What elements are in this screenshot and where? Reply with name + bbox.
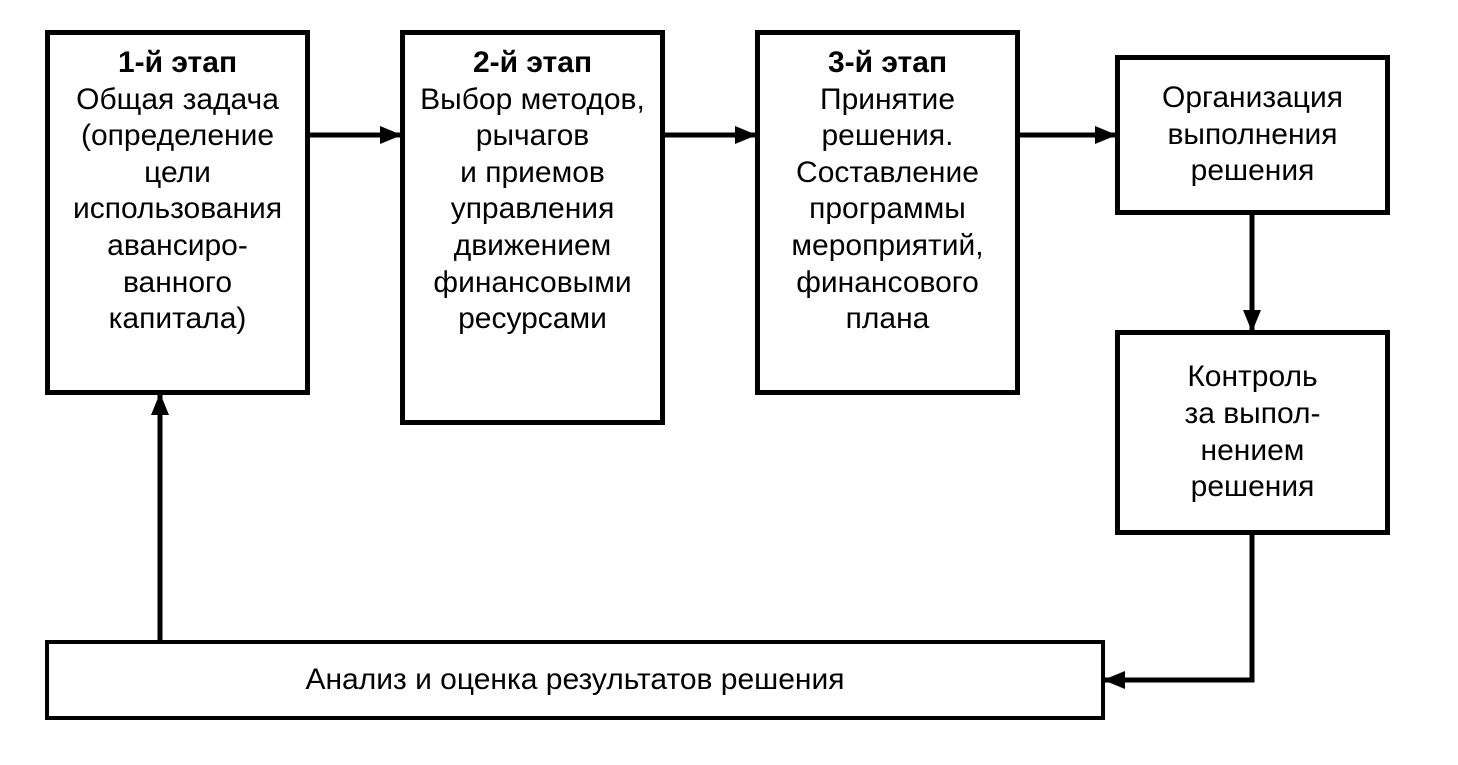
node-stage1: 1-й этап Общая задача (определение цели … [45,30,310,395]
node-control: Контроль за выпол- нением решения [1115,330,1390,535]
edge-e5 [1105,535,1252,680]
node-organization-body: Организация выполнения решения [1128,80,1377,190]
node-stage1-title: 1-й этап [118,45,237,82]
node-analysis-body: Анализ и оценка результатов решения [305,662,844,699]
node-stage2-body: Выбор методов, рычагов и приемов управле… [413,82,652,338]
node-control-body: Контроль за выпол- нением решения [1184,359,1320,505]
node-stage3-body: Принятие решения. Составление программы … [768,82,1007,338]
node-stage1-body: Общая задача (определение цели использов… [58,82,297,338]
node-analysis: Анализ и оценка результатов решения [45,640,1105,720]
flowchart-stage: 1-й этап Общая задача (определение цели … [0,0,1458,765]
node-stage2: 2-й этап Выбор методов, рычагов и приемо… [400,30,665,425]
node-organization: Организация выполнения решения [1115,55,1390,215]
node-stage3: 3-й этап Принятие решения. Составление п… [755,30,1020,395]
node-stage3-title: 3-й этап [828,45,947,82]
node-stage2-title: 2-й этап [473,45,592,82]
